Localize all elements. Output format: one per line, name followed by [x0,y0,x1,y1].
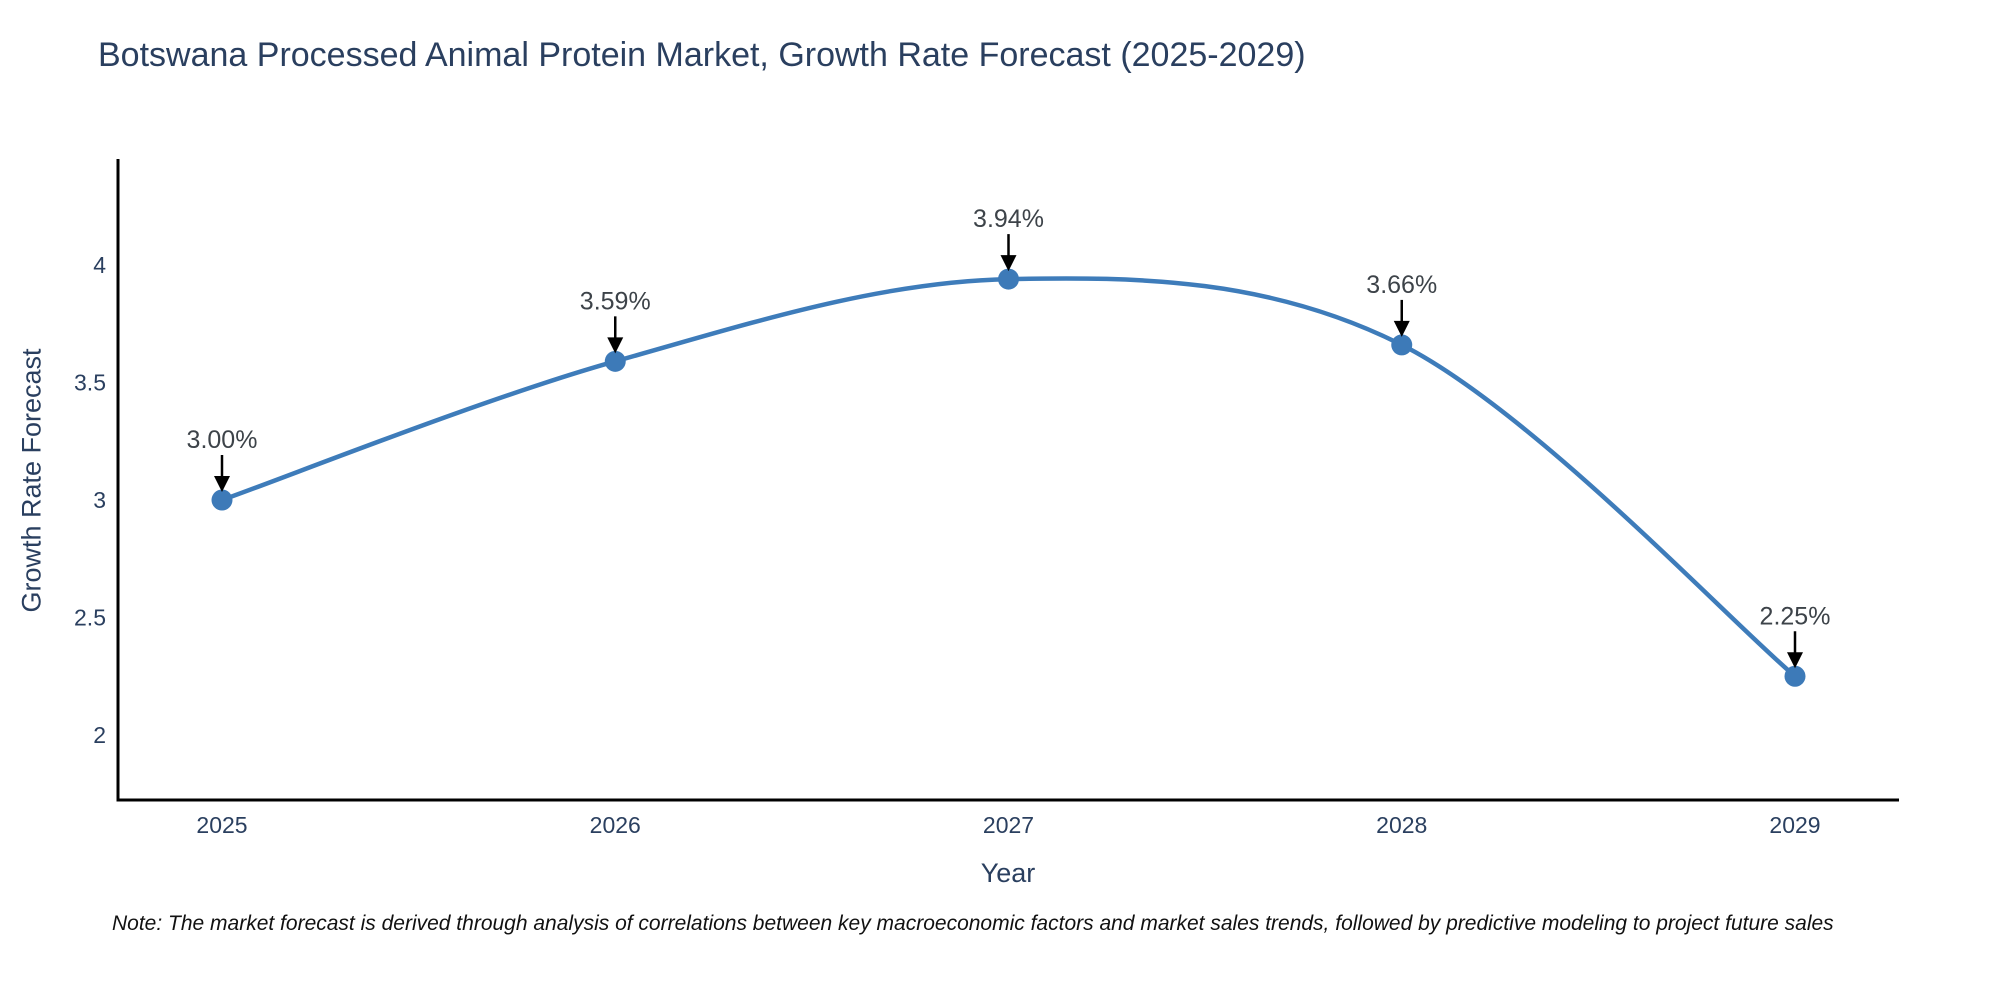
x-tick-label: 2025 [196,812,247,838]
data-point-label: 2.25% [1760,602,1831,630]
x-tick-label: 2027 [983,812,1034,838]
annotation-arrow-head [1787,652,1803,669]
data-point-marker[interactable] [1391,334,1413,356]
y-tick-label: 4 [93,252,106,278]
data-point-label: 3.59% [580,287,651,315]
y-tick-label: 3.5 [74,370,106,396]
data-point-marker[interactable] [998,268,1019,290]
data-point-label: 3.66% [1366,271,1437,299]
annotation-arrow-head [607,337,624,354]
annotation-arrow-head [1000,255,1017,272]
x-tick-label: 2029 [1769,812,1820,838]
data-point-label: 3.00% [187,426,258,454]
x-axis-title: Year [980,858,1036,888]
chart-title: Botswana Processed Animal Protein Market… [98,36,1306,74]
x-tick-label: 2026 [590,812,641,838]
data-point-marker[interactable] [604,350,626,372]
footnote: Note: The market forecast is derived thr… [112,912,1834,935]
data-point-marker[interactable] [211,489,233,511]
y-tick-label: 2.5 [74,605,106,631]
annotation-arrow-head [1393,320,1410,337]
x-tick-label: 2028 [1376,812,1427,838]
y-tick-label: 3 [93,487,106,513]
data-point-marker[interactable] [1784,665,1806,687]
data-point-label: 3.94% [973,205,1044,233]
y-tick-label: 2 [93,722,106,748]
growth-rate-line [219,276,1798,679]
annotation-arrow-head [214,476,230,492]
